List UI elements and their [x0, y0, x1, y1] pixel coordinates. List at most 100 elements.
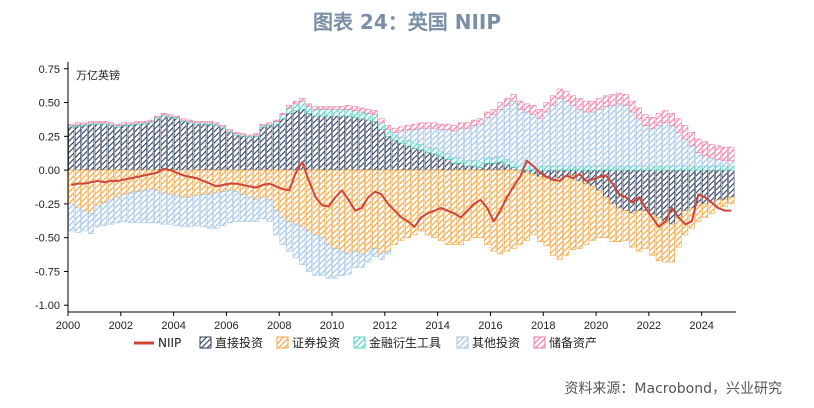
bar-其他投资-91 [668, 125, 675, 167]
bar-直接投资-70 [530, 169, 537, 175]
bar-直接投资-25 [233, 134, 240, 171]
bar-储备资产-0 [68, 123, 75, 126]
ticks-layer: -1.00 -0.75 -0.50 -0.25 0.00 0.25 0.50 0.75 2000… [35, 64, 714, 332]
bar-其他投资-97 [708, 157, 715, 167]
x-tick-label: 2004 [161, 320, 185, 332]
bar-储备资产-66 [503, 98, 510, 106]
bar-金融衍生工具-72 [543, 165, 550, 171]
bar-直接投资-42 [345, 115, 352, 171]
bar-储备资产-89 [655, 113, 662, 126]
bar-直接投资-31 [272, 123, 279, 171]
bar-其他投资-29 [259, 196, 266, 220]
bar-其他投资-93 [682, 138, 689, 167]
bar-证券投资-87 [642, 210, 649, 249]
bar-直接投资-18 [187, 122, 194, 171]
bar-证券投资-62 [477, 169, 484, 238]
bar-直接投资-89 [655, 169, 662, 218]
bar-储备资产-68 [517, 100, 524, 110]
bar-其他投资-49 [391, 131, 398, 136]
y-tick-label: 0.75 [39, 64, 60, 76]
bar-其他投资-46 [371, 248, 378, 257]
bar-直接投资-50 [398, 142, 405, 171]
bar-储备资产-61 [470, 119, 477, 126]
bar-其他投资-40 [332, 248, 339, 279]
bar-直接投资-21 [206, 123, 213, 171]
bar-金融衍生工具-87 [642, 165, 649, 171]
bar-金融衍生工具-98 [715, 165, 722, 171]
bar-证券投资-70 [530, 173, 537, 236]
bar-金融衍生工具-91 [668, 165, 675, 171]
x-tick-label: 2008 [267, 320, 291, 332]
bar-储备资产-20 [200, 121, 207, 124]
bar-直接投资-91 [668, 169, 675, 225]
bar-其他投资-58 [451, 130, 458, 159]
bar-金融衍生工具-68 [517, 165, 524, 171]
bar-储备资产-44 [358, 107, 365, 113]
bar-储备资产-53 [418, 122, 425, 129]
y-tick-label: -0.25 [35, 199, 60, 211]
legend-item: 储备资产 [533, 335, 597, 350]
bar-证券投资-41 [338, 169, 345, 252]
bar-直接投资-59 [457, 163, 464, 171]
bar-直接投资-36 [305, 113, 312, 171]
bar-证券投资-31 [272, 169, 279, 211]
bar-其他投资-78 [583, 111, 590, 167]
bar-储备资产-91 [668, 113, 675, 126]
bar-证券投资-32 [279, 169, 286, 218]
bar-其他投资-70 [530, 114, 537, 167]
bar-其他投资-86 [635, 118, 642, 167]
bar-证券投资-92 [675, 217, 682, 248]
bar-其他投资-71 [536, 118, 543, 167]
legend-swatch [199, 336, 212, 349]
bar-金融衍生工具-90 [662, 165, 669, 171]
bar-证券投资-55 [431, 169, 438, 238]
bar-其他投资-7 [114, 196, 121, 224]
bar-证券投资-60 [464, 169, 471, 241]
y-tick-label: -1.00 [35, 300, 60, 312]
bar-直接投资-10 [134, 123, 141, 171]
bar-金融衍生工具-84 [622, 165, 629, 171]
bar-金融衍生工具-63 [484, 157, 491, 164]
bar-直接投资-60 [464, 165, 471, 171]
bar-其他投资-45 [365, 250, 372, 263]
bar-其他投资-43 [352, 250, 359, 268]
bar-储备资产-81 [602, 95, 609, 107]
bar-直接投资-12 [147, 122, 154, 171]
bar-其他投资-68 [517, 109, 524, 167]
bar-证券投资-50 [398, 169, 405, 241]
bar-其他投资-4 [94, 204, 101, 228]
bar-证券投资-4 [94, 169, 101, 206]
bar-储备资产-12 [147, 119, 154, 122]
bar-直接投资-100 [728, 169, 735, 198]
bar-证券投资-18 [187, 169, 194, 198]
legend-swatch [353, 336, 366, 349]
bar-直接投资-51 [404, 145, 411, 171]
bar-其他投资-98 [715, 159, 722, 167]
bar-金融衍生工具-49 [391, 134, 398, 141]
bar-储备资产-27 [246, 134, 253, 137]
bar-储备资产-28 [253, 133, 260, 136]
bar-证券投资-89 [655, 217, 662, 261]
bar-储备资产-19 [193, 121, 200, 124]
bar-其他投资-99 [721, 160, 728, 167]
bar-证券投资-42 [345, 169, 352, 255]
bar-储备资产-75 [563, 91, 570, 102]
bar-直接投资-23 [220, 127, 227, 171]
bar-储备资产-80 [596, 98, 603, 110]
bar-直接投资-80 [596, 169, 603, 191]
bar-金融衍生工具-48 [385, 129, 392, 137]
bar-证券投资-40 [332, 169, 339, 249]
bar-其他投资-62 [477, 123, 484, 163]
bar-直接投资-46 [371, 121, 378, 171]
niip-line [71, 159, 732, 228]
bar-金融衍生工具-50 [398, 137, 405, 144]
bar-证券投资-8 [121, 169, 128, 195]
bar-直接投资-13 [154, 118, 161, 171]
bar-其他投资-26 [239, 194, 246, 222]
legend-label: 直接投资 [215, 335, 263, 350]
bar-证券投资-2 [81, 169, 88, 211]
bar-直接投资-92 [675, 169, 682, 218]
bar-其他投资-5 [101, 202, 108, 226]
line-layer [71, 159, 732, 228]
bar-其他投资-60 [464, 127, 471, 161]
